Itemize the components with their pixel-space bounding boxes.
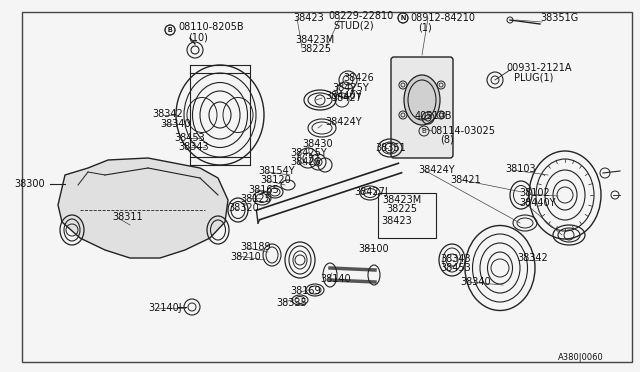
- Text: 38311: 38311: [112, 212, 143, 222]
- Text: 38453: 38453: [440, 263, 471, 273]
- Text: 38423: 38423: [381, 216, 412, 226]
- Text: 38125: 38125: [240, 194, 271, 204]
- Text: 38425Y: 38425Y: [290, 148, 327, 158]
- Text: (10): (10): [188, 32, 208, 42]
- Text: (1): (1): [418, 22, 432, 32]
- Text: 38225: 38225: [386, 204, 417, 214]
- Polygon shape: [58, 158, 228, 258]
- Text: 38165: 38165: [248, 185, 279, 195]
- Text: 40510B: 40510B: [415, 111, 452, 121]
- Text: 38423: 38423: [293, 13, 324, 23]
- Text: B: B: [168, 27, 172, 33]
- Text: 00931-2121A: 00931-2121A: [506, 63, 572, 73]
- Text: 38342: 38342: [152, 109, 183, 119]
- Text: 38426: 38426: [290, 157, 321, 167]
- Text: 38424Y: 38424Y: [418, 165, 454, 175]
- Ellipse shape: [404, 75, 440, 125]
- Text: 08912-84210: 08912-84210: [410, 13, 475, 23]
- Text: 38140: 38140: [320, 274, 351, 284]
- Text: 38440Y: 38440Y: [325, 91, 362, 101]
- Text: 38427: 38427: [331, 93, 362, 103]
- Text: N: N: [401, 15, 406, 21]
- Text: 38320: 38320: [228, 203, 259, 213]
- Text: 38425Y: 38425Y: [332, 83, 369, 93]
- Text: B: B: [422, 128, 426, 134]
- Text: 08229-22810: 08229-22810: [328, 11, 393, 21]
- Text: 38423M: 38423M: [382, 195, 421, 205]
- Text: 38430: 38430: [302, 139, 333, 149]
- Text: B: B: [168, 27, 172, 33]
- Bar: [378, 193, 436, 238]
- Text: 38210: 38210: [230, 252, 260, 262]
- Text: 38120: 38120: [260, 175, 291, 185]
- Text: 38100: 38100: [358, 244, 388, 254]
- Text: 38340: 38340: [460, 277, 491, 287]
- Text: 38300: 38300: [14, 179, 45, 189]
- Text: 38225: 38225: [300, 44, 331, 54]
- Text: 38102: 38102: [519, 188, 550, 198]
- Text: 38426: 38426: [343, 73, 374, 83]
- Text: 38421: 38421: [450, 175, 481, 185]
- Text: 38342: 38342: [517, 253, 548, 263]
- Text: 38335: 38335: [276, 298, 307, 308]
- Text: 38423M: 38423M: [295, 35, 334, 45]
- Text: 08114-03025: 08114-03025: [430, 126, 495, 136]
- Text: 38440Y: 38440Y: [519, 198, 556, 208]
- Text: 38351: 38351: [375, 143, 406, 153]
- Text: (8): (8): [440, 135, 454, 145]
- Text: 38103: 38103: [505, 164, 536, 174]
- FancyBboxPatch shape: [391, 57, 453, 158]
- Text: 38453: 38453: [174, 133, 205, 143]
- Text: PLUG(1): PLUG(1): [514, 72, 554, 82]
- Text: 38189: 38189: [240, 242, 271, 252]
- Text: 32140J: 32140J: [148, 303, 182, 313]
- Text: 38340: 38340: [160, 119, 191, 129]
- Text: N: N: [401, 15, 406, 21]
- Text: 38427J: 38427J: [354, 187, 388, 197]
- Text: 38424Y: 38424Y: [325, 117, 362, 127]
- Text: STUD(2): STUD(2): [333, 20, 374, 30]
- Text: 08110-8205B: 08110-8205B: [178, 22, 244, 32]
- Text: 38169: 38169: [290, 286, 321, 296]
- Text: 38343: 38343: [178, 142, 209, 152]
- Text: 38343: 38343: [440, 254, 470, 264]
- Text: 38351G: 38351G: [540, 13, 579, 23]
- Text: A380|0060: A380|0060: [558, 353, 604, 362]
- Text: 38154Y: 38154Y: [258, 166, 294, 176]
